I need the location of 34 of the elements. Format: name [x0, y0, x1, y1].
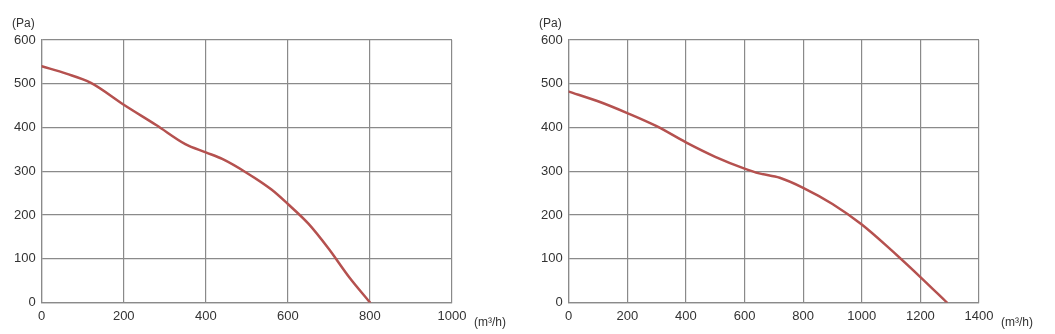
x-axis-title: (m³/h): [1001, 314, 1033, 329]
line-series: [41, 64, 372, 303]
x-tick-label: 1000: [847, 307, 877, 323]
y-axis-title: (Pa): [539, 16, 562, 31]
y-tick-label: 500: [13, 75, 36, 91]
x-tick-label: 200: [616, 307, 639, 323]
y-tick-label: 100: [13, 250, 36, 266]
x-tick-label: 600: [733, 307, 756, 323]
x-tick-label: 0: [38, 307, 46, 323]
y-tick-label: 0: [555, 293, 563, 309]
y-tick-label: 500: [540, 75, 563, 91]
y-tick-label: 300: [13, 162, 36, 178]
y-tick-label: 100: [540, 250, 563, 266]
x-tick-label: 200: [112, 307, 135, 323]
x-tick-label: 400: [194, 307, 217, 323]
y-tick-label: 400: [13, 119, 36, 135]
x-tick-label: 1400: [964, 307, 994, 323]
y-tick-label: 300: [540, 162, 563, 178]
x-axis-title: (m³/h): [474, 314, 506, 329]
y-tick-label: 0: [28, 293, 36, 309]
y-tick-label: 200: [540, 206, 563, 222]
y-tick-label: 600: [540, 31, 563, 47]
y-tick-label: 600: [13, 31, 36, 47]
line-series: [568, 90, 949, 303]
x-tick-label: 1200: [905, 307, 935, 323]
x-tick-label: 800: [359, 307, 381, 323]
x-tick-label: 600: [277, 307, 299, 323]
y-tick-label: 200: [13, 206, 36, 222]
x-tick-label: 800: [792, 307, 814, 323]
y-axis-title: (Pa): [12, 16, 35, 31]
y-tick-label: 400: [540, 119, 563, 135]
x-tick-label: 1000: [437, 307, 467, 323]
x-tick-label: 400: [675, 307, 697, 323]
x-tick-label: 0: [565, 307, 573, 323]
